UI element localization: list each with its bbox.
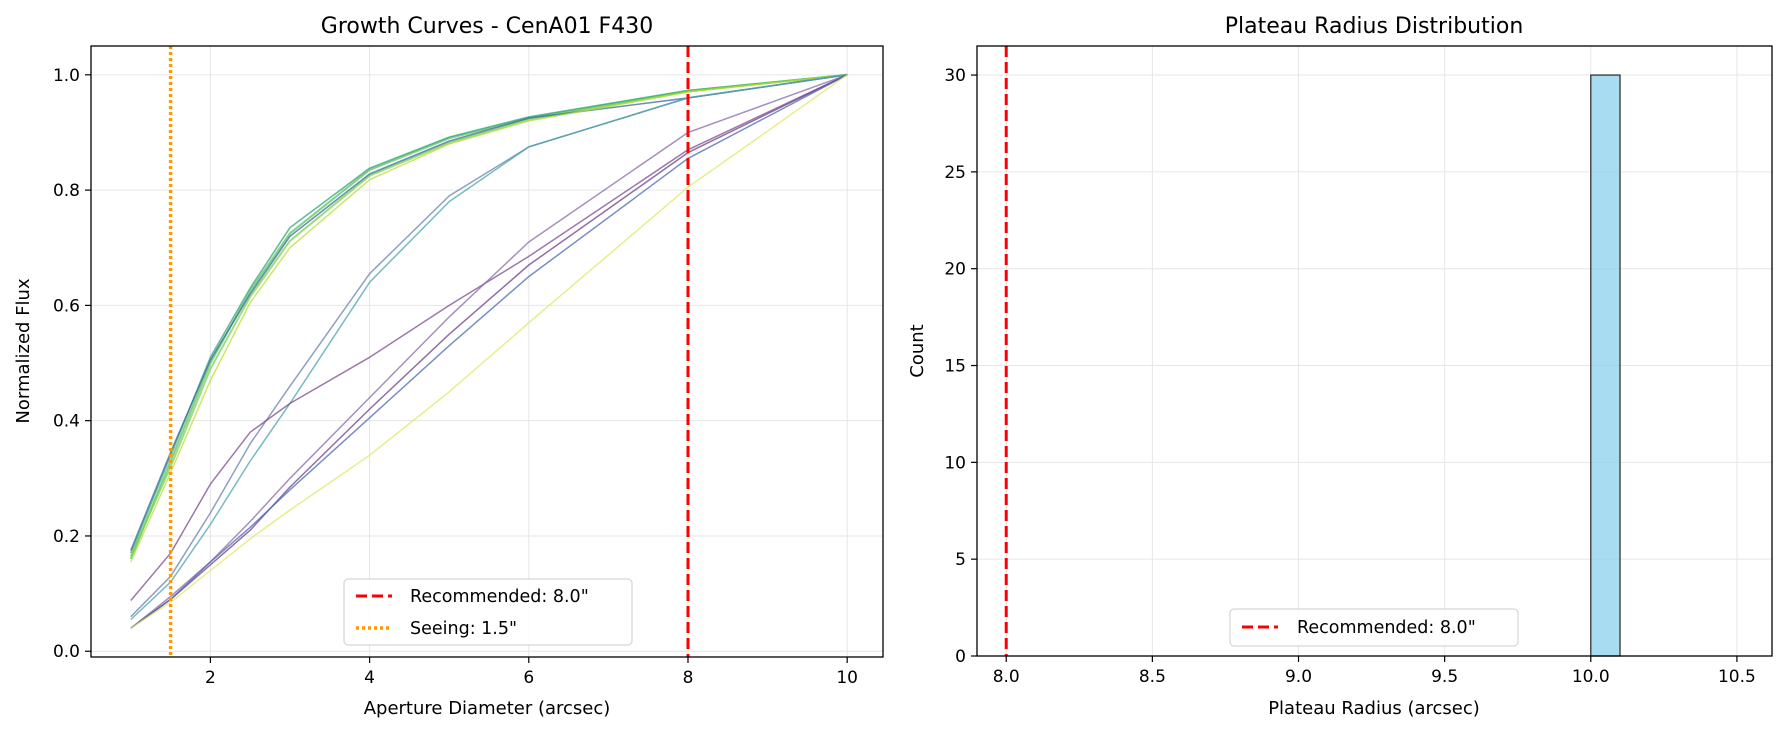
- growth-curve-line-8: [130, 74, 848, 601]
- histogram-bar: [1590, 74, 1621, 657]
- right-axes-frame: [976, 45, 1773, 657]
- right-y-axis-label: Count: [907, 324, 928, 377]
- right-y-tick-label: 5: [955, 550, 966, 570]
- growth-curve-line-9: [130, 74, 848, 629]
- growth-curve-line-4: [130, 74, 848, 551]
- left-y-axis-label: Normalized Flux: [13, 278, 34, 424]
- left-legend-box: [343, 578, 633, 646]
- left-x-tick-label: 8: [683, 668, 694, 688]
- left-legend: Recommended: 8.0" Seeing: 1.5": [343, 578, 633, 646]
- growth-curve-line-3: [129, 73, 848, 557]
- left-tick-labels: 2 4 6 8 10 0.0 0.2 0.4 0.6 0.8 1.0: [53, 66, 858, 688]
- left-y-tick-label: 1.0: [53, 66, 80, 86]
- left-y-tick-label: 0.2: [53, 527, 80, 547]
- left-y-tick-label: 0.6: [53, 296, 80, 316]
- growth-curves-panel: 2 4 6 8 10 0.0 0.2 0.4 0.6 0.8 1.0 Growth Curves -…: [13, 14, 884, 719]
- right-y-tick-label: 30: [944, 66, 966, 86]
- left-chart-title: Growth Curves - CenA01 F430: [321, 14, 653, 39]
- left-y-tick-label: 0.8: [53, 181, 80, 201]
- right-y-tick-label: 0: [955, 647, 966, 667]
- right-y-tick-label: 20: [944, 260, 966, 280]
- right-x-tick-label: 9.0: [1285, 667, 1312, 687]
- growth-curve-line-1: [129, 73, 848, 560]
- left-x-axis-label: Aperture Diameter (arcsec): [364, 698, 611, 719]
- growth-curve-line-5: [130, 74, 848, 563]
- left-series-lines: [129, 73, 848, 629]
- plateau-distribution-panel: 8.0 8.5 9.0 9.5 10.0 10.5 0 5 10 15 20 25 30 Plateau…: [907, 14, 1773, 719]
- legend-recommended-label: Recommended: 8.0": [410, 587, 589, 607]
- right-chart-title: Plateau Radius Distribution: [1225, 14, 1524, 39]
- right-x-tick-label: 8.5: [1139, 667, 1166, 687]
- growth-curve-line-10: [130, 74, 848, 629]
- right-histogram-bars: [1590, 74, 1621, 657]
- growth-curve-line-7: [130, 74, 848, 621]
- right-tick-labels: 8.0 8.5 9.0 9.5 10.0 10.5 0 5 10 15 20 25 30: [944, 66, 1755, 687]
- legend-seeing-label: Seeing: 1.5": [410, 619, 517, 639]
- left-reference-lines: [168, 46, 690, 657]
- right-y-tick-label: 10: [944, 453, 966, 473]
- left-x-tick-label: 10: [836, 668, 858, 688]
- right-x-axis-label: Plateau Radius (arcsec): [1268, 698, 1480, 719]
- right-x-tick-label: 10.0: [1572, 667, 1610, 687]
- left-x-tick-label: 4: [364, 668, 375, 688]
- left-axes-frame: [90, 45, 884, 658]
- right-x-tick-label: 8.0: [993, 667, 1020, 687]
- growth-curve-line-12: [130, 74, 848, 629]
- right-legend-recommended-label: Recommended: 8.0": [1297, 618, 1476, 638]
- right-legend: Recommended: 8.0": [1229, 608, 1519, 647]
- left-x-tick-label: 6: [523, 668, 534, 688]
- right-y-tick-label: 15: [944, 357, 966, 377]
- right-x-tick-label: 10.5: [1718, 667, 1756, 687]
- right-y-tick-label: 25: [944, 163, 966, 183]
- left-y-tick-label: 0.0: [53, 642, 80, 662]
- right-x-tick-label: 9.5: [1431, 667, 1458, 687]
- left-x-tick-label: 2: [205, 668, 216, 688]
- growth-curve-line-11: [130, 74, 848, 629]
- left-y-tick-label: 0.4: [53, 412, 80, 432]
- right-legend-box: [1229, 608, 1519, 647]
- left-grid: [91, 46, 883, 657]
